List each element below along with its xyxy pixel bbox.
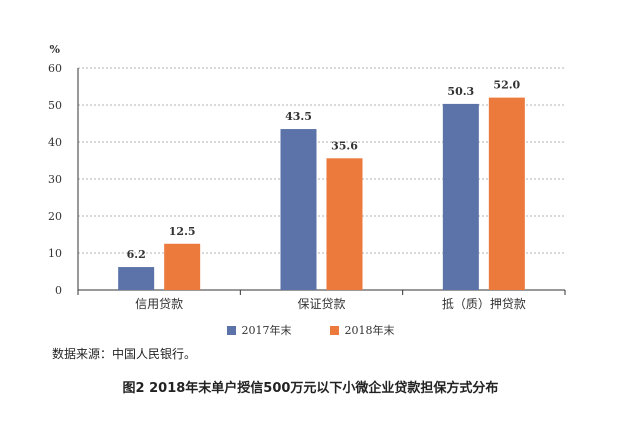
figure-caption: 图2 2018年末单户授信500万元以下小微企业贷款担保方式分布 xyxy=(122,381,499,396)
source-note: 数据来源：中国人民银行。 xyxy=(52,347,197,361)
legend-label-2017: 2017年末 xyxy=(241,324,292,337)
data-label: 35.6 xyxy=(331,139,358,152)
data-label: 52.0 xyxy=(493,79,520,92)
bar-2017-0 xyxy=(118,267,155,290)
y-tick-label: 20 xyxy=(48,210,62,223)
data-label: 43.5 xyxy=(285,110,312,123)
bar-2018-1 xyxy=(326,158,363,290)
bar-2017-1 xyxy=(280,129,317,290)
gridlines xyxy=(78,67,565,254)
y-tick-label: 0 xyxy=(55,284,62,297)
data-label: 12.5 xyxy=(169,225,196,238)
legend-label-2018: 2018年末 xyxy=(344,324,395,337)
legend-swatch-2018 xyxy=(329,325,339,335)
data-label: 50.3 xyxy=(447,85,474,98)
legend: 2017年末 2018年末 xyxy=(0,322,621,338)
legend-item-2017: 2017年末 xyxy=(226,322,292,338)
x-category-label: 抵（质）押贷款 xyxy=(442,297,526,311)
y-tick-label: 60 xyxy=(48,62,62,75)
axes xyxy=(77,68,566,295)
data-label: 6.2 xyxy=(127,248,146,261)
y-unit-label: % xyxy=(50,43,61,56)
x-category-label: 信用贷款 xyxy=(135,297,183,311)
bar-2018-0 xyxy=(164,243,201,290)
y-tick-label: 40 xyxy=(48,136,62,149)
y-tick-label: 30 xyxy=(48,173,62,186)
bar-2017-2 xyxy=(442,103,479,290)
labels: 0 10 20 30 40 50 60% 6.2 12.5 信用贷款 43.5 35.6 保证贷款 50.… xyxy=(48,43,526,311)
legend-item-2018: 2018年末 xyxy=(329,322,395,338)
y-tick-label: 10 xyxy=(48,247,62,260)
x-category-label: 保证贷款 xyxy=(297,297,345,311)
bars xyxy=(118,97,525,290)
y-tick-label: 50 xyxy=(48,99,62,112)
legend-swatch-2017 xyxy=(226,325,236,335)
bar-2018-2 xyxy=(488,97,525,290)
